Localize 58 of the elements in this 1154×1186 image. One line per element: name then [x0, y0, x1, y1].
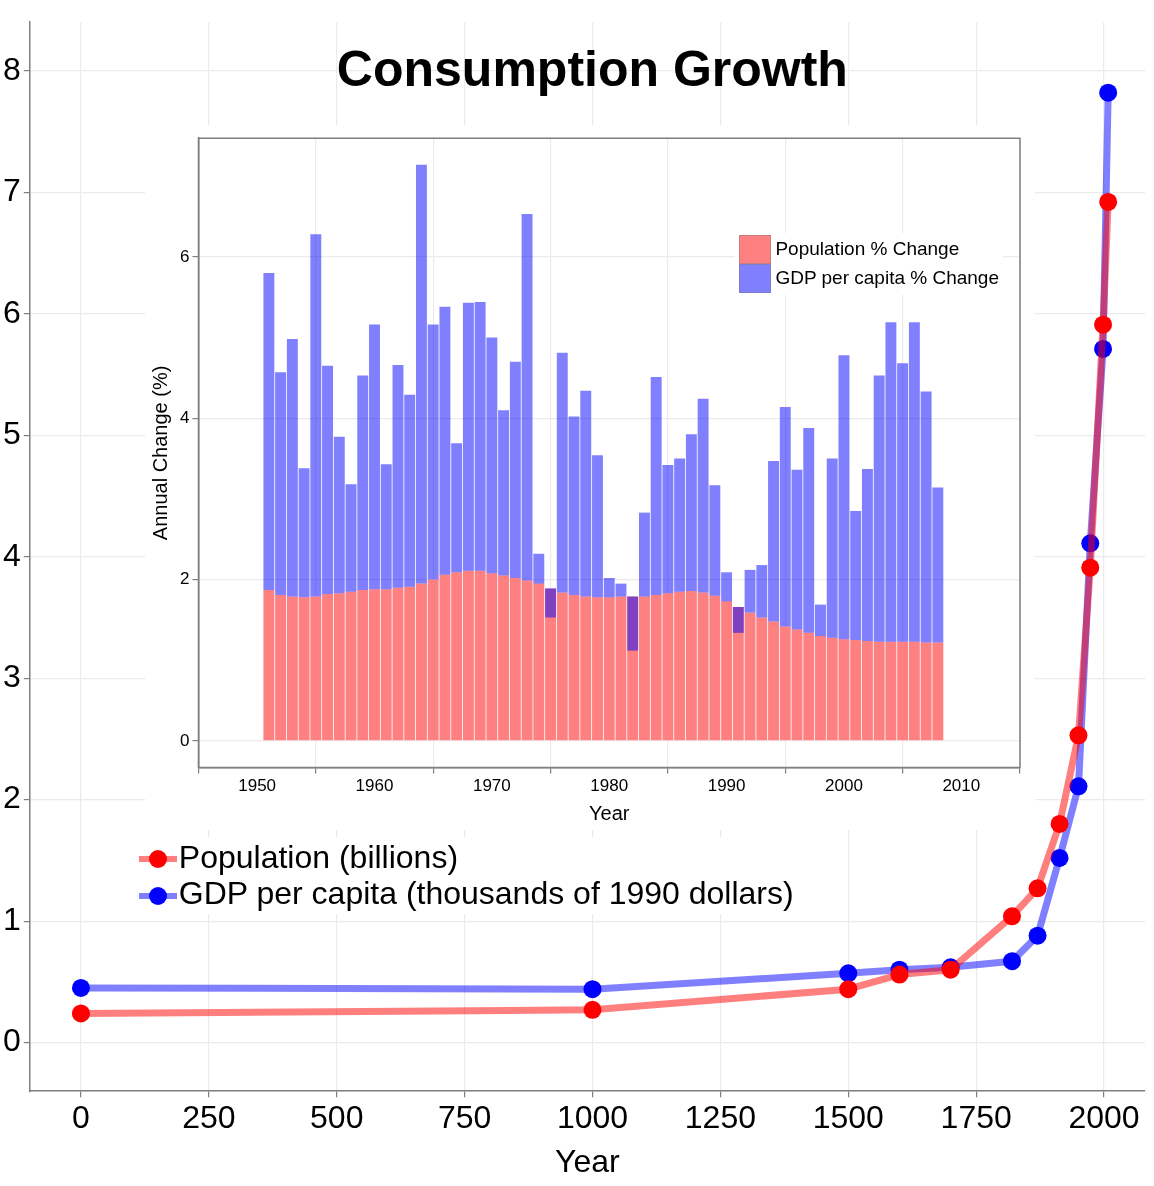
x-tick-label: 750 [437, 1099, 492, 1136]
point [1094, 339, 1113, 358]
legend-label: Population (billions) [178, 838, 459, 875]
point [1094, 315, 1113, 334]
x-tick-label: 1970 [472, 776, 511, 796]
x-tick-label: 1000 [556, 1099, 629, 1136]
point [1081, 534, 1100, 553]
y-tick-label: 8 [3, 50, 21, 87]
x-tick-label: 2010 [942, 776, 981, 796]
y-axis-title: Annual Change (%) [148, 365, 171, 541]
y-tick-label: 6 [179, 246, 190, 266]
point [1028, 879, 1047, 898]
point [583, 1000, 602, 1019]
x-tick-label: 2000 [825, 776, 863, 796]
point [71, 1004, 90, 1023]
y-tick-label: 4 [3, 536, 21, 573]
point [1028, 926, 1047, 945]
x-tick-label: 1960 [355, 776, 394, 796]
x-axis-title: Year [589, 801, 630, 824]
y-tick-label: 0 [3, 1022, 21, 1059]
x-axis-title: Year [555, 1142, 621, 1179]
x-tick-label: 250 [182, 1099, 236, 1136]
x-tick-label: 1950 [238, 776, 277, 796]
y-tick-label: 5 [3, 415, 21, 452]
point [890, 965, 909, 984]
point [1050, 814, 1069, 833]
x-tick-label: 1750 [940, 1099, 1012, 1136]
x-tick-label: 2000 [1068, 1099, 1140, 1136]
x-tick-label: 500 [310, 1099, 364, 1136]
point [71, 978, 90, 997]
legend-label: GDP per capita % Change [775, 266, 999, 288]
x-tick-label: 1990 [707, 776, 746, 796]
y-tick-label: 3 [3, 658, 21, 695]
legend-label: GDP per capita (thousands of 1990 dollars) [178, 875, 794, 912]
y-tick-label: 1 [3, 900, 21, 937]
point [1002, 952, 1021, 971]
y-tick-label: 7 [3, 172, 21, 209]
point [1050, 848, 1069, 867]
y-tick-label: 2 [179, 569, 190, 589]
y-tick-label: 0 [179, 730, 190, 750]
x-tick-label: 1500 [812, 1099, 884, 1136]
point [1069, 777, 1088, 796]
x-tick-label: 1980 [590, 776, 629, 796]
chart-title: Consumption Growth [336, 40, 848, 98]
point [839, 980, 858, 999]
x-tick-label: 0 [72, 1099, 90, 1136]
x-tick-label: 1250 [684, 1099, 756, 1136]
point [1002, 907, 1021, 926]
y-tick-label: 2 [3, 779, 21, 816]
point [1099, 192, 1118, 211]
y-tick-label: 4 [179, 407, 190, 427]
legend-label: Population % Change [775, 237, 960, 259]
point [839, 964, 858, 983]
point [1069, 726, 1088, 745]
point [1081, 558, 1100, 577]
point [1099, 83, 1118, 102]
point [583, 980, 602, 999]
y-tick-label: 6 [3, 293, 21, 330]
